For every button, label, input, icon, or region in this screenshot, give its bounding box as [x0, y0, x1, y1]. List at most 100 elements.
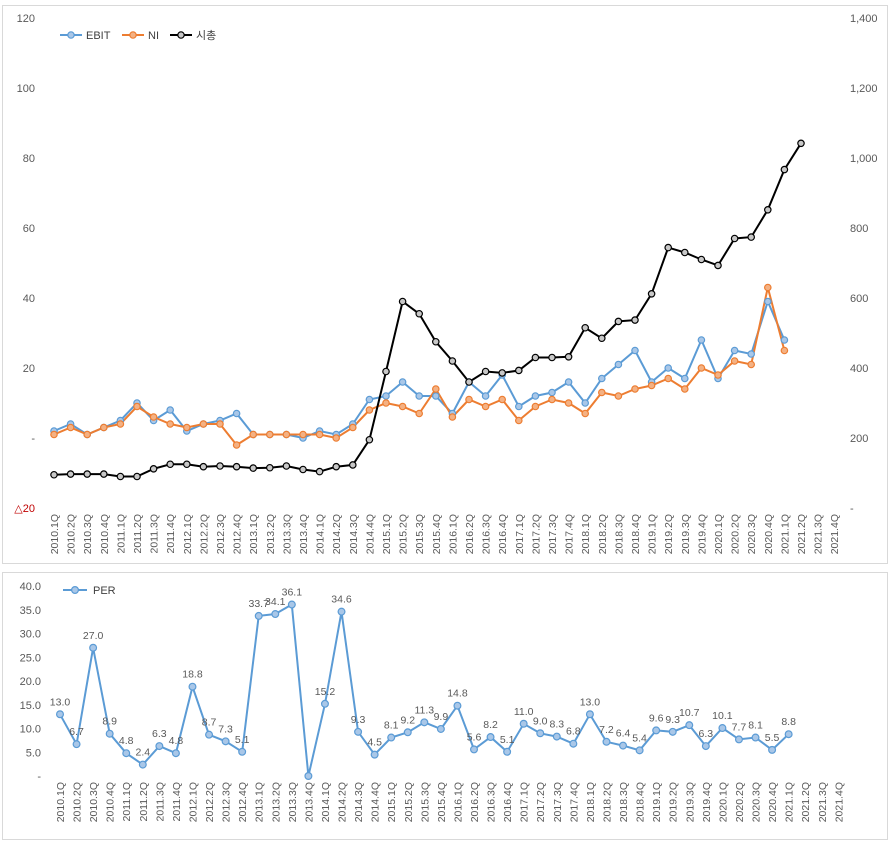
data-point-EBIT [763, 297, 772, 306]
x-axis-category-label: 2011.1Q [115, 514, 127, 554]
data-point-EBIT [664, 364, 673, 372]
data-point-EBIT [780, 336, 789, 344]
x-axis-category-label: 2017.3Q [552, 782, 564, 822]
data-point-PER [585, 710, 594, 719]
y-axis-tick-label: 5.0 [26, 747, 41, 759]
x-axis-category-label: 2013.2Q [270, 782, 282, 822]
data-point-PER [784, 730, 793, 739]
data-label-PER: 6.3 [699, 728, 714, 740]
data-point-NI [382, 399, 390, 407]
data-label-PER: 11.0 [514, 706, 534, 718]
data-point-PER [72, 740, 81, 749]
right-axis-tick-label: 1,200 [850, 83, 878, 95]
bottom-chart-panel: - 5.0 10.0 15.0 20.0 25.0 30.0 35.0 40.0 2010.1Q 2… [2, 572, 888, 840]
data-point-NI [398, 402, 407, 411]
data-label-PER: 5.1 [235, 734, 250, 746]
data-point-시총 [481, 367, 490, 376]
data-point-PER [470, 745, 479, 754]
data-point-NI [730, 357, 739, 365]
x-axis-category-label: 2019.1Q [647, 514, 659, 554]
data-point-PER [718, 724, 727, 733]
data-point-EBIT [232, 409, 241, 418]
data-point-시총 [531, 353, 540, 362]
data-label-PER: 8.1 [748, 720, 763, 732]
data-point-시총 [431, 337, 440, 346]
data-label-PER: 6.7 [69, 726, 84, 738]
data-label-PER: 6.4 [616, 728, 631, 740]
data-point-NI [564, 399, 573, 407]
x-axis-category-label: 2011.3Q [149, 514, 161, 554]
data-point-시총 [730, 234, 739, 243]
data-point-NI [315, 430, 324, 439]
x-axis-category-label: 2010.2Q [72, 782, 84, 822]
y-axis-tick-label: 10.0 [20, 724, 41, 736]
x-axis-category-label: 2016.1Q [447, 514, 459, 554]
data-label-PER: 5.4 [632, 732, 647, 744]
data-point-NI [100, 423, 108, 432]
data-label-PER: 5.1 [500, 734, 515, 746]
data-point-NI [498, 395, 507, 404]
data-point-NI [332, 434, 341, 442]
data-label-PER: 6.3 [152, 728, 167, 740]
data-point-EBIT [680, 374, 689, 383]
x-axis-category-label: 2015.4Q [431, 514, 443, 554]
data-point-PER [685, 721, 694, 730]
x-axis-category-label: 2019.2Q [663, 514, 675, 554]
data-point-PER [619, 741, 628, 750]
data-point-NI [664, 374, 673, 383]
data-point-시총 [282, 462, 291, 470]
top-chart-panel: △20 - 20 40 60 80 100 120 - 200 400 600 800 1,000 1,20… [2, 5, 888, 564]
legend-label: 시총 [196, 29, 216, 42]
right-axis-tick-label: 200 [850, 433, 868, 445]
data-label-PER: 18.8 [182, 669, 203, 681]
data-point-시총 [763, 206, 772, 214]
data-point-시총 [631, 316, 639, 324]
data-point-PER [420, 718, 429, 727]
data-point-NI [597, 388, 606, 397]
data-point-EBIT [597, 374, 606, 383]
legend-swatch-marker [177, 31, 185, 39]
y-axis-tick-label: 40.0 [20, 581, 41, 593]
data-point-시총 [448, 357, 457, 365]
data-point-NI [448, 413, 457, 421]
data-label-PER: 2.4 [135, 747, 150, 759]
data-point-시총 [365, 435, 374, 444]
data-point-시총 [299, 465, 307, 474]
data-label-PER: 7.2 [599, 724, 614, 736]
data-point-EBIT [614, 360, 623, 369]
data-label-PER: 33.7 [249, 598, 270, 610]
x-axis-category-label: 2019.1Q [651, 782, 663, 822]
x-axis-category-label: 2016.1Q [452, 782, 464, 822]
data-point-시총 [514, 366, 523, 375]
data-point-PER [171, 749, 180, 758]
data-label-PER: 11.3 [414, 704, 434, 716]
data-point-PER [536, 729, 545, 738]
x-axis-category-label: 2016.3Q [481, 514, 493, 554]
x-axis-category-label: 2010.3Q [82, 514, 94, 554]
legend-swatch-marker [67, 31, 75, 39]
x-axis-category-label: 2021.1Q [779, 514, 791, 554]
data-point-PER [354, 727, 363, 736]
x-axis-category-label: 2021.2Q [800, 782, 812, 822]
legend-swatch-marker [70, 586, 79, 595]
data-point-PER [271, 610, 280, 619]
data-label-PER: 10.1 [712, 710, 733, 722]
x-axis-category-label: 2015.3Q [414, 514, 426, 554]
data-point-NI [348, 423, 357, 432]
data-point-시총 [66, 470, 75, 478]
data-point-시총 [664, 243, 673, 252]
data-point-PER [387, 733, 396, 742]
legend-item-시총: 시총 [170, 29, 216, 42]
data-label-PER: 9.3 [665, 714, 680, 726]
left-axis-tick-label: - [31, 433, 35, 445]
data-point-PER [486, 733, 495, 742]
x-axis-category-label: 2017.4Q [564, 514, 576, 554]
data-label-PER: 8.7 [202, 717, 217, 729]
x-axis-category-label: 2014.2Q [331, 514, 343, 554]
data-point-NI [282, 430, 291, 439]
data-point-PER [370, 750, 379, 759]
data-point-NI [50, 430, 58, 439]
data-point-PER [436, 724, 445, 733]
x-axis-category-label: 2012.1Q [182, 514, 194, 554]
x-axis-category-label: 2012.2Q [204, 782, 216, 822]
